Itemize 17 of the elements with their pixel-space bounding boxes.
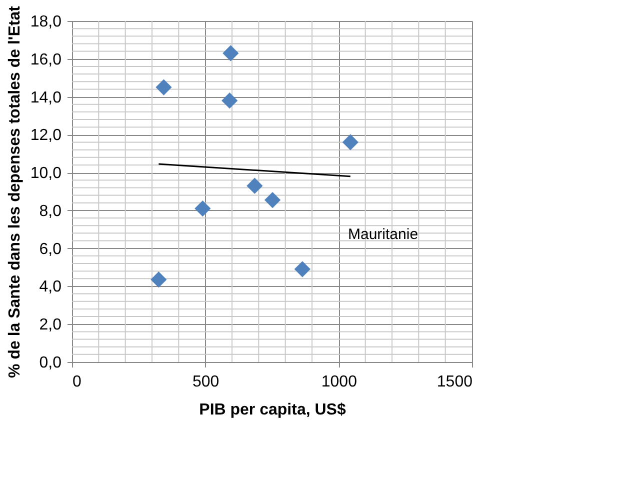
y-tick-label: 2,0 — [39, 316, 62, 334]
y-tick-label: 10,0 — [30, 165, 62, 182]
y-tick-label: 14,0 — [30, 89, 62, 106]
x-tick-label: 500 — [192, 374, 220, 390]
x-axis-title: PIB per capita, US$ — [199, 402, 346, 418]
annotation: Mauritanie — [348, 226, 418, 244]
y-axis-title: % de la Sante dans les depenses totales de l'Etat — [6, 5, 24, 378]
y-tick-label: 4,0 — [39, 278, 62, 296]
y-tick-label: 0,0 — [39, 354, 62, 372]
y-tick-label: 16,0 — [30, 51, 62, 68]
y-tick-label: 6,0 — [39, 240, 62, 258]
y-tick-label: 18,0 — [30, 14, 62, 30]
x-tick-label: 1500 — [436, 374, 473, 390]
x-tick-label: 1000 — [321, 374, 358, 390]
y-tick-label: 8,0 — [39, 202, 62, 220]
x-tick-label: 0 — [72, 374, 82, 390]
y-tick-label: 12,0 — [30, 127, 62, 144]
